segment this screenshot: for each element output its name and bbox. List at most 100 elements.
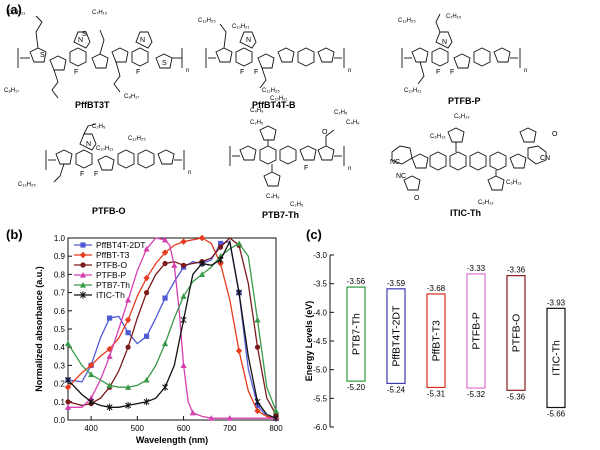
data-point-ptb7-th <box>64 340 72 347</box>
y-tick-label: 1.0 <box>54 234 66 243</box>
chemical-structures-panel: (a) S N S F N F S C₁₀H₂₁ C₇H₁₅ C₈H₁₇ C₈H… <box>4 2 558 220</box>
data-point-ptfb-o <box>162 260 168 267</box>
data-point-ptb7-th <box>235 240 243 247</box>
material-label: PTFB-P <box>471 312 483 349</box>
energy-bar-ptb7-th: -3.56 -5.20 PTB7-Th <box>346 277 366 392</box>
side-chain-label: C₁₀H₂₁ <box>8 10 26 16</box>
legend-item-pffbt-t3: PffBT-T3 <box>74 250 130 260</box>
data-point-itic-th <box>199 259 205 268</box>
y-tick-label: 0.8 <box>54 270 66 279</box>
molecule-ptfb-o-labels: C₂H₅ C₁₂H₂₅ C₁₀H₂₁ N F F C₁₂H₂₅ n PTFB-O <box>18 124 191 216</box>
data-point-itic-th <box>180 316 187 324</box>
lumo-value: -3.93 <box>547 298 566 307</box>
y-tick-label: 0.6 <box>54 307 66 316</box>
molecule-pffbt4t-b-labels: C₁₂H₂₅ C₁₀H₂₁ N F F C₁₂H₂₅ C₁₀H₂₁ n PffB… <box>198 18 351 110</box>
energy-level-diagram: (c) -3.0 -3.5 -4.0 -4.5 -5.0 -5.5 -6.0 -3.56 -5… <box>304 227 566 432</box>
x-tick-label: 500 <box>131 424 145 433</box>
material-label: PffBT-T3 <box>431 320 443 361</box>
nitrogen-atom-label: N <box>78 37 83 44</box>
nitrogen-atom-label: N <box>140 37 145 44</box>
data-point-ptfb-p <box>161 236 169 243</box>
data-point-itic-th <box>88 398 95 406</box>
y-tick-label: -3.0 <box>313 251 327 260</box>
legend-item-itic-th: ITIC-Th <box>74 290 125 300</box>
series-line-itic-th <box>67 239 277 419</box>
data-point-pffbt4t-2dt <box>162 295 168 301</box>
data-point-pffbt4t-2dt <box>107 315 113 321</box>
data-point-ptb7-th <box>88 371 95 378</box>
lumo-value: -3.56 <box>347 277 366 286</box>
data-point-ptfb-o <box>65 399 71 405</box>
side-chain-label: C₆H₁₃ <box>430 134 446 140</box>
side-chain-label: C₁₀H₂₁ <box>232 24 250 30</box>
data-point-ptb7-th <box>272 407 280 414</box>
series-ptfb-p <box>64 236 280 421</box>
side-chain-label: C₂H₅ <box>250 120 264 126</box>
series-ptfb-o <box>65 237 279 418</box>
data-point-ptfb-p <box>180 362 187 368</box>
energy-bar-pffbt4t-2dt: -3.59 -5.24 PffBT4T-2DT <box>386 279 406 394</box>
homo-value: -5.31 <box>427 389 446 398</box>
data-point-ptfb-p <box>124 296 132 303</box>
data-point-ptb7-th <box>161 340 169 347</box>
data-point-ptb7-th <box>143 376 150 383</box>
legend-label: PTFB-O <box>96 260 128 270</box>
homo-value: -5.20 <box>347 383 366 392</box>
molecule-name-itic-th: ITIC-Th <box>450 208 481 218</box>
fluorine-atom-label: F <box>254 69 258 76</box>
y-tick-label: -4.5 <box>313 337 327 346</box>
y-tick-label: 0.3 <box>54 361 66 370</box>
absorbance-legend: PffBT4T-2DTPffBT-T3PTFB-OPTFB-PPTB7-ThIT… <box>74 240 145 300</box>
data-point-ptb7-th <box>180 293 187 299</box>
legend-label: PTB7-Th <box>96 280 130 290</box>
data-point-ptfb-o <box>217 244 224 250</box>
fluorine-atom-label: F <box>80 171 84 178</box>
data-point-ptfb-o <box>125 344 131 350</box>
series-line-ptb7-th <box>67 242 277 412</box>
legend-item-ptfb-p: PTFB-P <box>74 270 127 280</box>
nitrogen-atom-label: N <box>86 141 91 148</box>
molecule-ptfb-o <box>45 123 185 183</box>
data-point-ptfb-p <box>226 415 233 421</box>
molecule-ptfb-p <box>401 13 521 85</box>
data-point-pffbt4t-2dt <box>125 330 131 336</box>
side-chain-label: C₁₂H₂₅ <box>262 88 280 94</box>
data-point-ptfb-p <box>88 395 95 401</box>
side-chain-label: C₁₂H₂₅ <box>128 136 146 142</box>
y-tick-label: 0.0 <box>54 416 66 425</box>
data-point-pffbt-t3 <box>106 345 113 353</box>
data-point-ptfb-p <box>64 404 72 410</box>
homo-value: -5.32 <box>467 390 486 399</box>
material-label: PffBT4T-2DT <box>391 305 403 367</box>
y-tick-label: 0.9 <box>54 252 66 261</box>
data-point-itic-th <box>217 256 224 264</box>
panel-c-label: (c) <box>306 227 322 242</box>
fluorine-atom-label: F <box>450 69 454 76</box>
molecule-itic-th <box>391 127 547 191</box>
data-point-ptfb-p <box>143 245 150 252</box>
energy-bar-ptfb-p: -3.33 -5.32 PTFB-P <box>466 264 486 399</box>
y-tick-label: -3.5 <box>313 280 327 289</box>
data-point-itic-th <box>65 376 71 384</box>
data-point-ptfb-p <box>189 409 196 416</box>
data-point-pffbt-t3 <box>198 234 206 242</box>
legend-label: PTFB-P <box>96 270 127 280</box>
oxygen-atom-label: O <box>552 131 558 138</box>
data-point-ptb7-th <box>254 316 261 323</box>
side-chain-label: C₁₂H₂₅ <box>18 182 36 188</box>
data-point-pffbt-t3 <box>180 238 187 245</box>
side-chain-label: C₈H₁₇ <box>4 88 19 94</box>
fluorine-atom-label: F <box>304 165 308 172</box>
molecule-ptb7-th-labels: C₄H₉ C₂H₅ C₂H₅ C₄H₉ O F C₄H₉ C₂H₅ n PTB7… <box>250 108 360 220</box>
molecule-name-ptb7-th: PTB7-Th <box>262 210 299 220</box>
nitrogen-atom-label: N <box>246 37 251 44</box>
molecule-name-pffbt3t: PffBT3T <box>75 100 110 110</box>
repeat-n-label: n <box>348 166 351 172</box>
y-axis-title: Energy Levels (eV) <box>304 301 314 382</box>
side-chain-label: C₁₀H₂₁ <box>270 96 288 102</box>
absorbance-axes-ticks: 400 500 600 700 800 0.0 0.1 0.2 0.3 0.4 0.5 0.6 0.7 0… <box>54 234 283 433</box>
homo-value: -5.66 <box>547 410 566 419</box>
data-point-itic-th <box>125 401 132 410</box>
data-point-pffbt4t-2dt <box>143 333 150 339</box>
molecule-pffbt3t-labels: S N S F N F S C₁₀H₂₁ C₇H₁₅ C₈H₁₇ C₈H₁₇ n… <box>4 10 189 110</box>
